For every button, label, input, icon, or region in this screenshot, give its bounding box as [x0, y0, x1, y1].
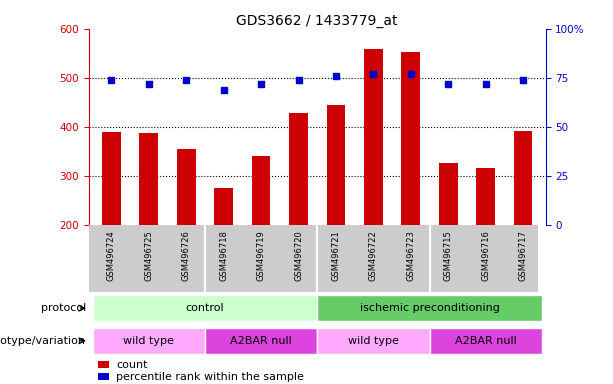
Text: GSM496725: GSM496725	[144, 230, 153, 281]
Point	[443, 81, 453, 87]
Point	[331, 73, 341, 79]
Point	[294, 77, 303, 83]
Text: control: control	[186, 303, 224, 313]
Text: A2BAR null: A2BAR null	[455, 336, 517, 346]
Bar	[205, 328, 318, 354]
Bar	[93, 328, 205, 354]
Bar	[476, 168, 495, 225]
Bar	[139, 132, 158, 225]
Bar	[327, 105, 345, 225]
Text: GSM496722: GSM496722	[369, 230, 378, 281]
Bar	[430, 328, 542, 354]
Bar	[93, 295, 318, 321]
Text: GSM496718: GSM496718	[219, 230, 228, 281]
Bar	[439, 164, 457, 225]
Bar	[252, 156, 270, 225]
Bar	[215, 188, 233, 225]
Text: GSM496717: GSM496717	[519, 230, 528, 281]
Text: GSM496720: GSM496720	[294, 230, 303, 281]
Point	[518, 77, 528, 83]
Bar	[318, 295, 542, 321]
Text: GSM496724: GSM496724	[107, 230, 116, 281]
Bar	[289, 113, 308, 225]
Bar	[98, 361, 110, 368]
Bar	[98, 373, 110, 380]
Bar	[514, 131, 533, 225]
Point	[256, 81, 266, 87]
Title: GDS3662 / 1433779_at: GDS3662 / 1433779_at	[237, 14, 398, 28]
Point	[368, 71, 378, 77]
Text: GSM496726: GSM496726	[181, 230, 191, 281]
Point	[219, 86, 229, 93]
Text: GSM496719: GSM496719	[257, 230, 265, 281]
Bar	[402, 52, 420, 225]
Point	[406, 71, 416, 77]
Bar	[177, 149, 196, 225]
Point	[144, 81, 154, 87]
Point	[107, 77, 116, 83]
Text: wild type: wild type	[123, 336, 174, 346]
Text: GSM496715: GSM496715	[444, 230, 453, 281]
Text: ischemic preconditioning: ischemic preconditioning	[360, 303, 500, 313]
Point	[181, 77, 191, 83]
Text: wild type: wild type	[348, 336, 399, 346]
Text: percentile rank within the sample: percentile rank within the sample	[116, 372, 304, 382]
Text: genotype/variation: genotype/variation	[0, 336, 86, 346]
Bar	[364, 50, 383, 225]
Text: GSM496721: GSM496721	[332, 230, 340, 281]
Text: protocol: protocol	[40, 303, 86, 313]
Text: A2BAR null: A2BAR null	[230, 336, 292, 346]
Text: GSM496723: GSM496723	[406, 230, 416, 281]
Bar	[318, 328, 430, 354]
Text: GSM496716: GSM496716	[481, 230, 490, 281]
Text: count: count	[116, 359, 148, 369]
Bar	[102, 132, 121, 225]
Point	[481, 81, 490, 87]
